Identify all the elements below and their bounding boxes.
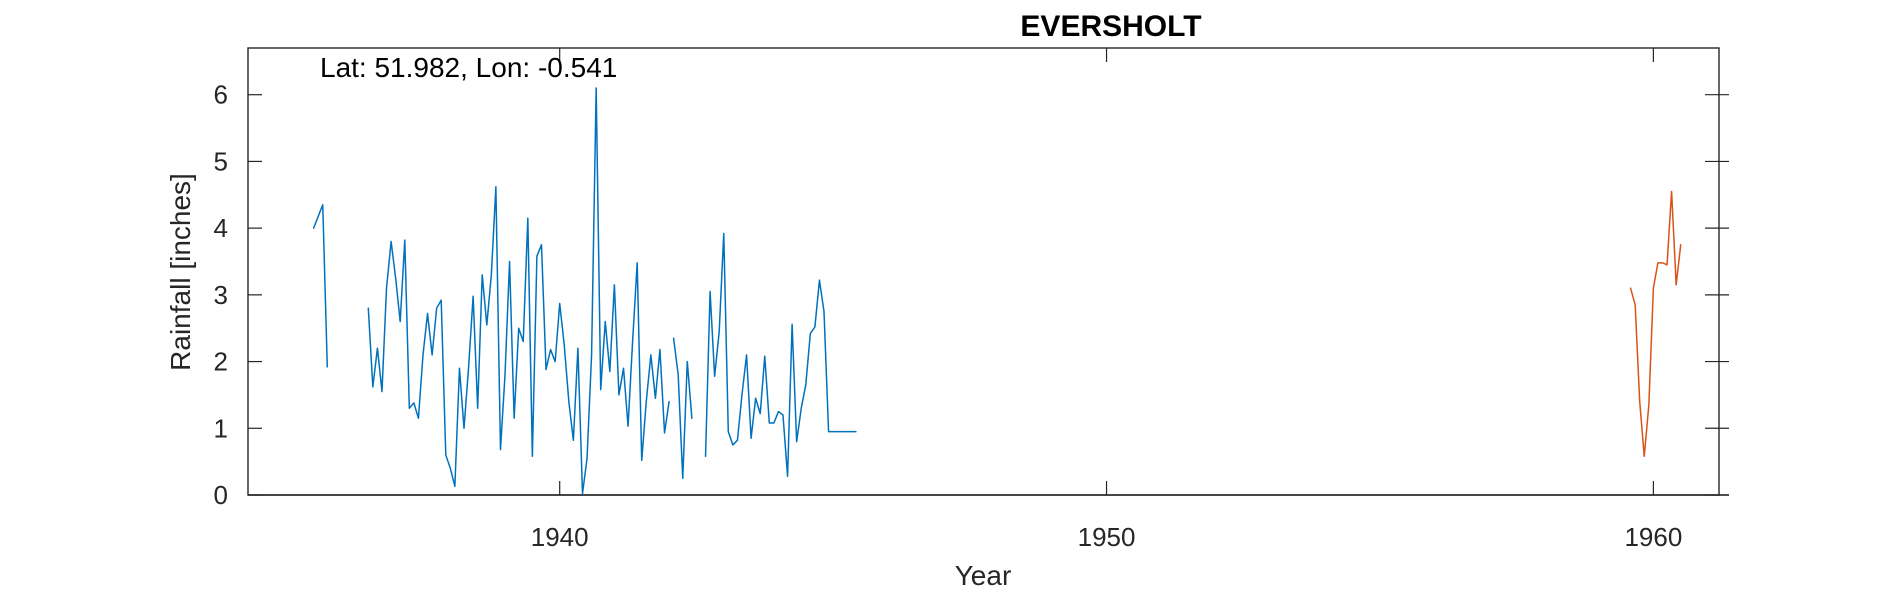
y-tick-label: 0 xyxy=(214,480,228,510)
y-axis-ticks: 0 1 2 3 4 5 6 xyxy=(214,80,1729,510)
x-tick-label: 1940 xyxy=(531,522,589,552)
series-1-segment-3 xyxy=(672,337,693,480)
series-1-segment-1 xyxy=(312,204,329,368)
location-annotation: Lat: 51.982, Lon: -0.541 xyxy=(320,52,617,83)
x-axis-ticks: 1940 1950 1960 xyxy=(248,48,1729,552)
y-tick-label: 2 xyxy=(214,347,228,377)
plot-frame xyxy=(247,47,1720,496)
series-layer xyxy=(312,87,1682,495)
y-tick-label: 4 xyxy=(214,213,228,243)
y-tick-label: 5 xyxy=(214,146,228,176)
series-2-segment-1 xyxy=(1629,190,1682,458)
x-axis-title: Year xyxy=(955,560,1012,591)
y-tick-label: 6 xyxy=(214,80,228,110)
x-tick-label: 1960 xyxy=(1624,522,1682,552)
chart-title: EVERSHOLT xyxy=(1020,10,1201,43)
y-tick-label: 3 xyxy=(214,280,228,310)
x-tick-label: 1950 xyxy=(1078,522,1136,552)
series-1-segment-2 xyxy=(367,87,670,495)
y-tick-label: 1 xyxy=(214,413,228,443)
series-1-segment-4 xyxy=(704,232,857,478)
y-axis-title: Rainfall [inches] xyxy=(165,173,196,371)
